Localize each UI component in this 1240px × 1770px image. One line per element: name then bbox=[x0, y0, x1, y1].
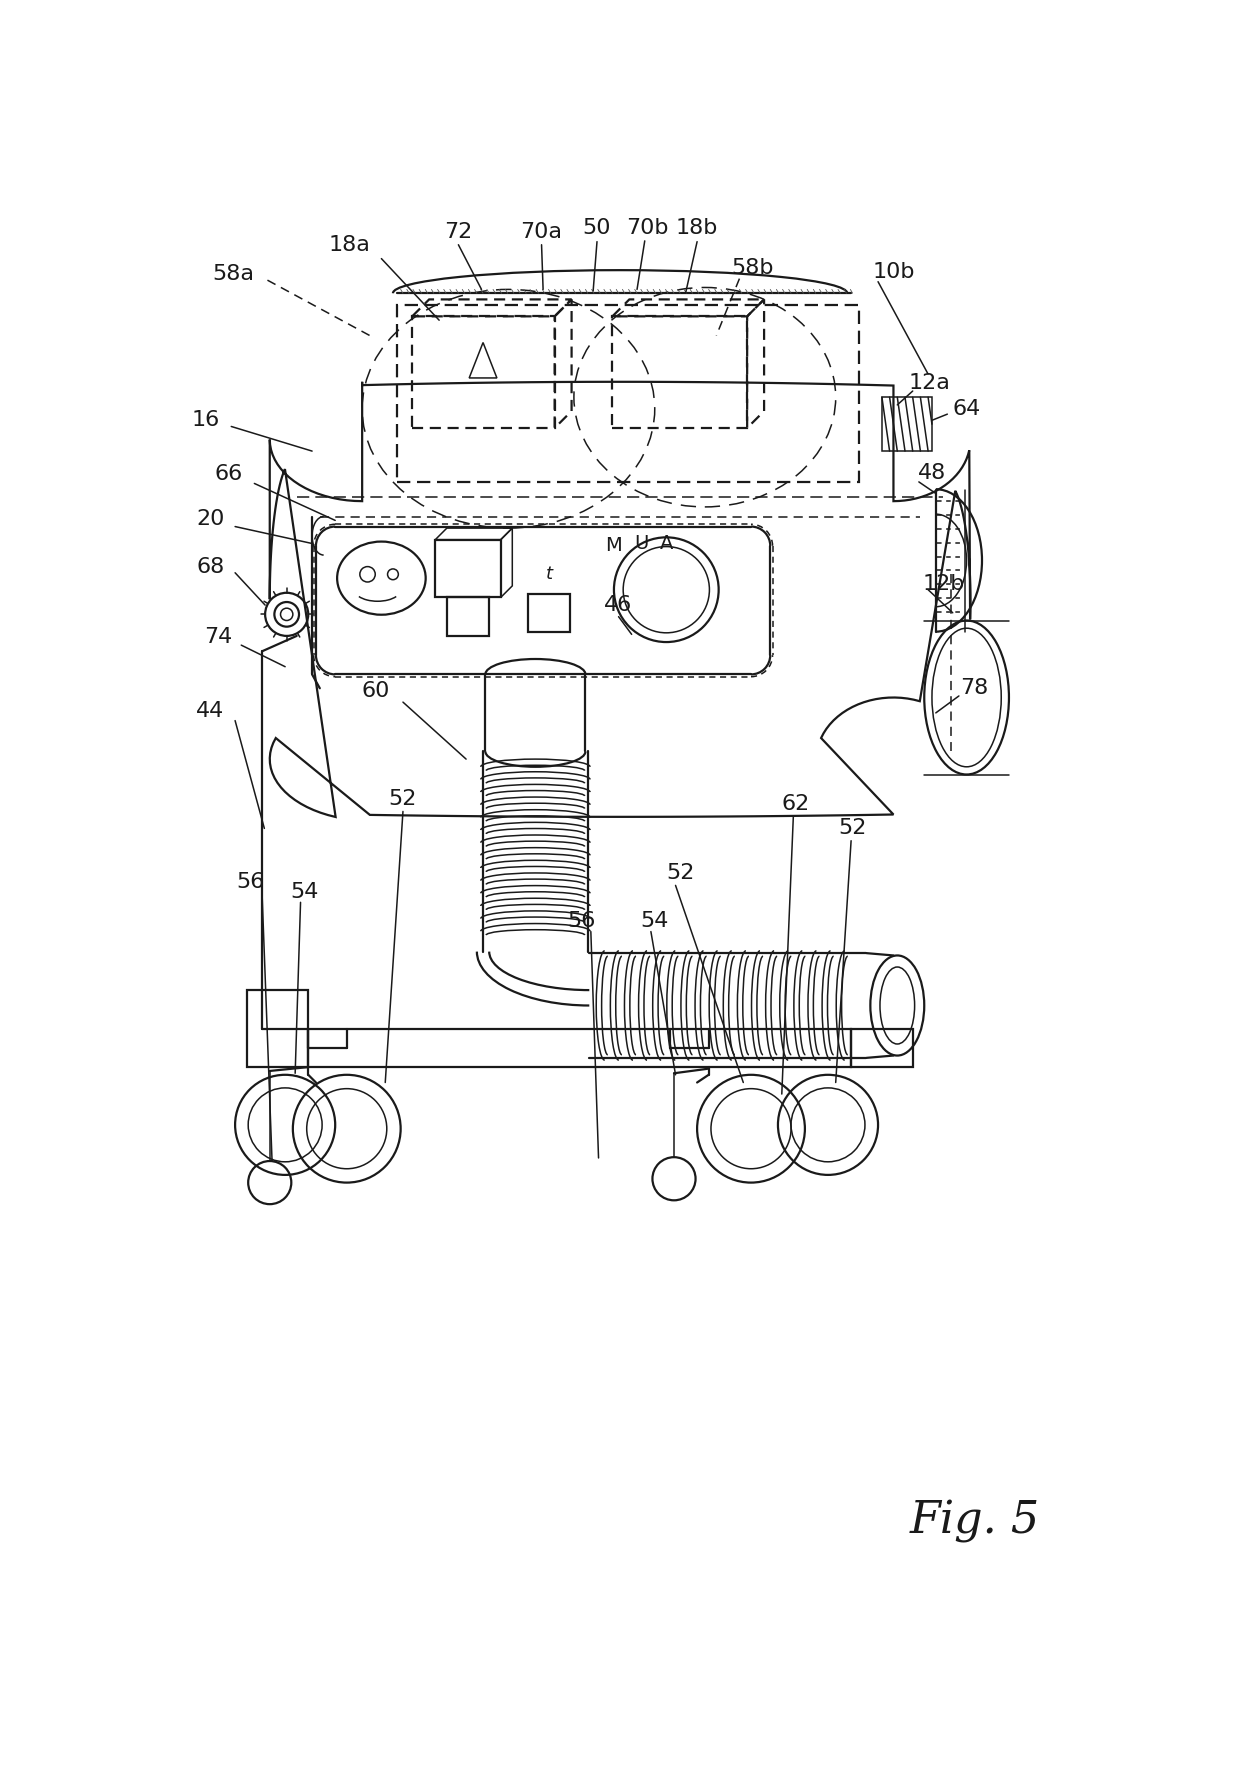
Bar bbox=[412, 317, 554, 428]
Bar bbox=[882, 396, 932, 451]
Text: 52: 52 bbox=[389, 789, 417, 809]
Text: 70b: 70b bbox=[626, 218, 668, 237]
Text: 18b: 18b bbox=[676, 218, 718, 237]
Text: Fig. 5: Fig. 5 bbox=[909, 1499, 1039, 1543]
Bar bbox=[613, 317, 748, 428]
Text: 54: 54 bbox=[290, 881, 319, 901]
Text: 20: 20 bbox=[196, 508, 224, 529]
Text: 68: 68 bbox=[196, 556, 224, 577]
Text: 10b: 10b bbox=[872, 262, 915, 283]
Text: 12a: 12a bbox=[909, 373, 951, 393]
Text: t: t bbox=[546, 565, 553, 584]
Text: 58b: 58b bbox=[732, 258, 774, 278]
Text: 52: 52 bbox=[666, 864, 694, 883]
Text: 50: 50 bbox=[583, 218, 611, 237]
Text: 16: 16 bbox=[192, 411, 219, 430]
Text: 74: 74 bbox=[205, 627, 232, 648]
Bar bbox=[397, 304, 859, 481]
Text: 78: 78 bbox=[960, 678, 988, 697]
Text: 62: 62 bbox=[781, 793, 810, 814]
Text: 66: 66 bbox=[215, 464, 243, 485]
Text: 18a: 18a bbox=[329, 235, 370, 255]
Text: 44: 44 bbox=[196, 701, 224, 722]
Bar bbox=[851, 1028, 913, 1067]
Bar bbox=[309, 1028, 851, 1067]
Bar bbox=[247, 989, 309, 1067]
Text: 58a: 58a bbox=[212, 264, 254, 283]
Text: 56: 56 bbox=[568, 912, 595, 931]
Bar bbox=[528, 593, 570, 632]
Text: 46: 46 bbox=[604, 595, 632, 616]
Text: M: M bbox=[605, 536, 622, 554]
Text: 64: 64 bbox=[952, 398, 981, 419]
Text: 54: 54 bbox=[641, 912, 668, 931]
Text: 60: 60 bbox=[361, 681, 389, 701]
Text: 56: 56 bbox=[237, 873, 264, 892]
Text: 52: 52 bbox=[838, 818, 867, 839]
Text: 12b: 12b bbox=[923, 573, 965, 593]
Text: A: A bbox=[660, 535, 673, 552]
Text: 48: 48 bbox=[918, 462, 946, 483]
Text: 70a: 70a bbox=[521, 221, 563, 242]
Text: 72: 72 bbox=[444, 221, 472, 242]
Bar bbox=[435, 540, 501, 598]
Text: U: U bbox=[635, 535, 649, 552]
Bar bbox=[446, 598, 490, 635]
